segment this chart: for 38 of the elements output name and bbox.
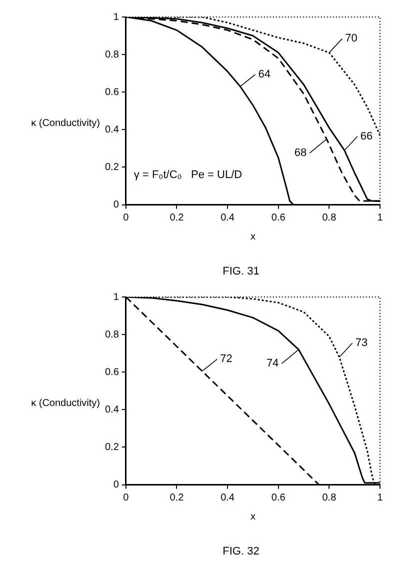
annotation: 68 (294, 147, 307, 160)
x-tick-label: 0.8 (322, 492, 337, 504)
y-tick-label: 0 (113, 200, 120, 211)
x-tick-label: 0.2 (170, 212, 184, 224)
x-tick-label: 1 (377, 212, 384, 224)
y-tick-label: 0.2 (104, 162, 120, 173)
y-tick-label: 0.2 (104, 442, 120, 453)
y-tick-label: 0.4 (104, 124, 120, 136)
x-tick-label: 0.4 (220, 212, 235, 224)
y-tick-label: 0 (113, 480, 120, 491)
x-tick-label: 0.4 (220, 492, 235, 504)
annotation: 66 (360, 130, 373, 142)
x-tick-label: 0.6 (271, 212, 286, 224)
y-axis-title: κ (Conductivity) (30, 118, 101, 128)
y-tick-label: 1 (113, 12, 120, 23)
text: FIG. 32 (222, 545, 260, 558)
y-tick-label: 0.6 (104, 86, 120, 98)
x-tick-label: 1 (377, 492, 384, 504)
x-tick-label: 0.2 (170, 492, 184, 504)
annotation: 64 (258, 68, 270, 81)
x-tick-label: 0 (123, 212, 130, 224)
annotation: 70 (345, 32, 358, 45)
x-axis-title: x (250, 232, 256, 243)
annotation: 73 (355, 337, 368, 350)
x-axis-title: x (250, 512, 256, 523)
x-tick-label: 0.6 (271, 492, 286, 504)
x-tick-label: 0.8 (322, 212, 337, 224)
annotation: 74 (266, 358, 279, 370)
y-tick-label: 0.8 (104, 49, 120, 60)
text: FIG. 31 (222, 265, 260, 278)
x-tick-label: 0 (123, 492, 130, 504)
y-tick-label: 0.4 (104, 404, 120, 416)
y-tick-label: 0.8 (104, 329, 120, 340)
y-axis-title: κ (Conductivity) (30, 398, 101, 408)
y-tick-label: 1 (113, 292, 120, 303)
y-tick-label: 0.6 (104, 366, 120, 378)
annotation: γ = F₀t/C₀ Pe = UL/D (134, 168, 242, 181)
annotation: 72 (220, 353, 232, 366)
